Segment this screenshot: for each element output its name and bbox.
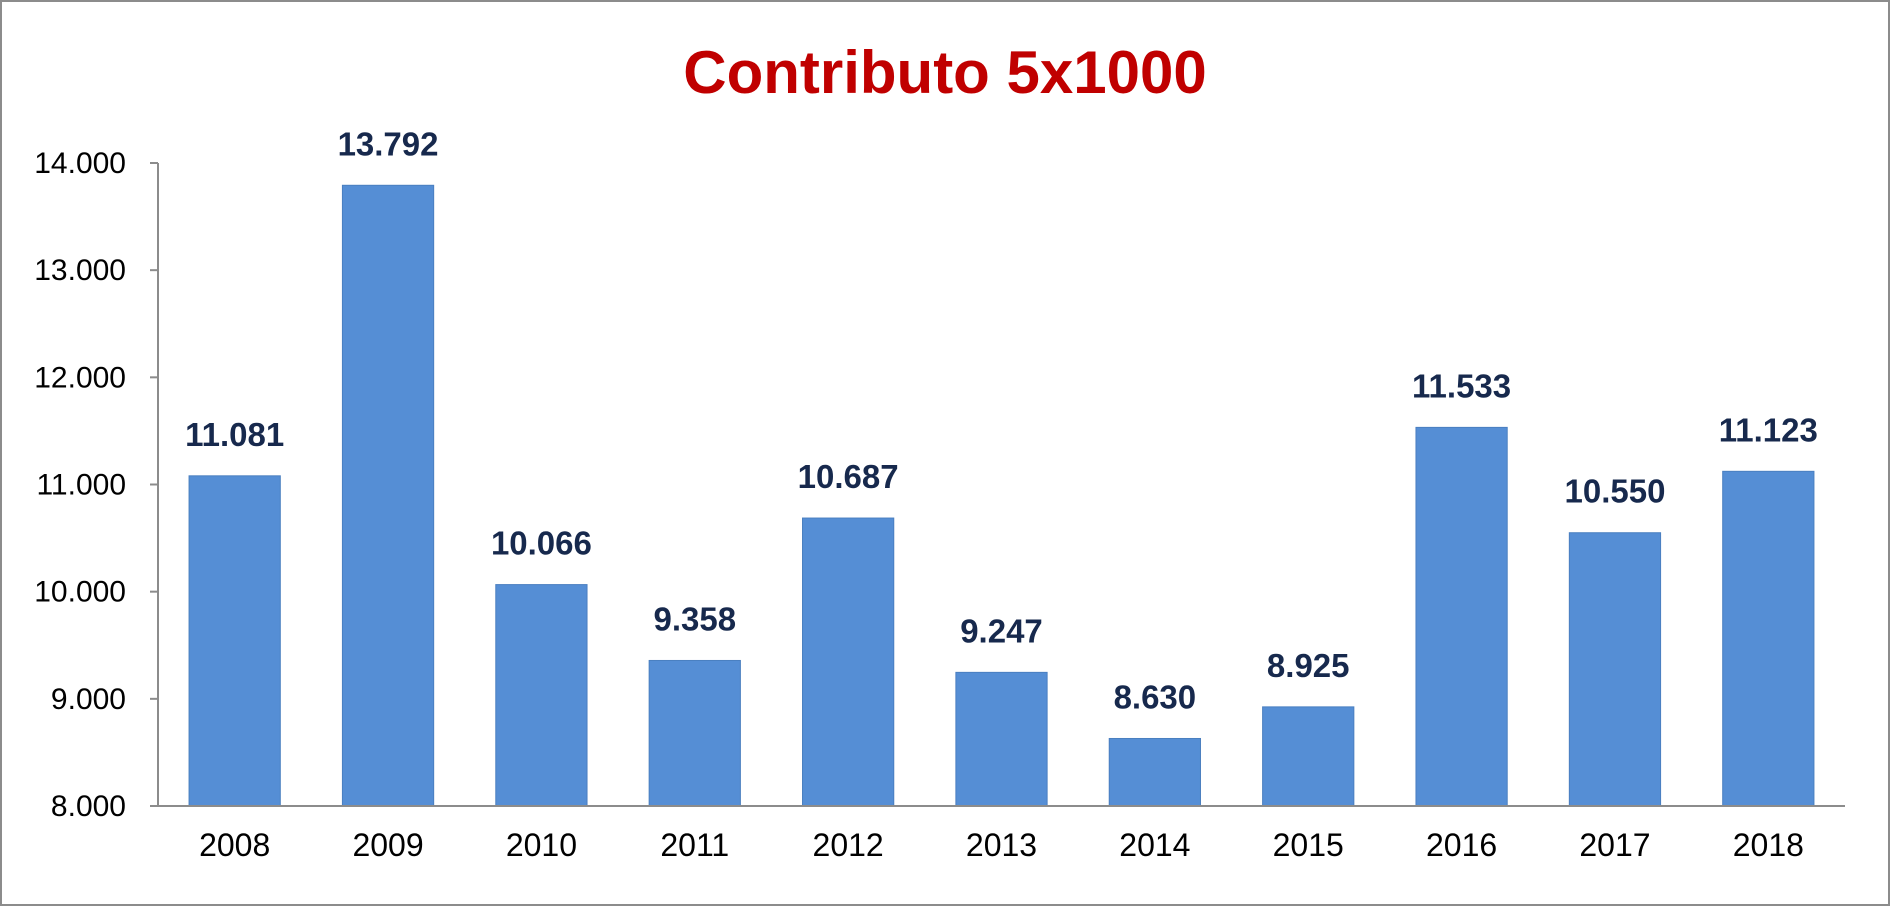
x-tick-label-2010: 2010	[506, 827, 577, 863]
y-tick-label: 14.000	[34, 147, 126, 180]
bar-2015	[1262, 706, 1355, 807]
x-tick-label-2017: 2017	[1579, 827, 1650, 863]
data-label-2018: 11.123	[1719, 411, 1818, 448]
y-tick-label: 8.000	[51, 790, 126, 823]
bar-2014	[1108, 737, 1201, 807]
data-label-2016: 11.533	[1412, 367, 1511, 404]
data-label-2014: 8.630	[1114, 678, 1197, 715]
bar-2016	[1415, 426, 1508, 807]
bar-2018	[1722, 470, 1815, 807]
data-labels: 11.081 13.792 10.066 9.358 10.687 9.247 8.630 8…	[185, 125, 1818, 715]
y-tick-label: 12.000	[34, 361, 126, 394]
x-tick-label-2008: 2008	[199, 827, 270, 863]
y-tick-label: 9.000	[51, 683, 126, 716]
x-axis: 2008 2009 2010 2011 2012 2013 2014 2015 2016 2017…	[158, 805, 1845, 863]
data-label-2011: 9.358	[653, 600, 736, 637]
data-label-2015: 8.925	[1267, 647, 1350, 684]
x-tick-label-2014: 2014	[1119, 827, 1190, 863]
x-tick-label-2018: 2018	[1733, 827, 1804, 863]
data-label-2012: 10.687	[798, 458, 899, 495]
bar-2010	[495, 584, 588, 807]
bar-2017	[1568, 532, 1662, 807]
x-tick-label-2013: 2013	[966, 827, 1037, 863]
data-label-2013: 9.247	[960, 612, 1043, 649]
data-label-2017: 10.550	[1564, 473, 1665, 510]
x-tick-label-2009: 2009	[352, 827, 423, 863]
x-tick-label-2011: 2011	[660, 827, 729, 863]
bar-2008	[188, 475, 281, 807]
data-label-2010: 10.066	[491, 525, 592, 562]
y-axis: 8.000 9.000 10.000 11.000 12.000 13.000 14.000	[34, 147, 159, 823]
data-label-2009: 13.792	[338, 125, 439, 162]
y-tick-label: 13.000	[34, 254, 126, 287]
y-tick-label: 10.000	[34, 576, 126, 609]
x-tick-label-2015: 2015	[1273, 827, 1344, 863]
bars	[188, 184, 1815, 807]
bar-2011	[648, 659, 741, 807]
bar-2009	[341, 184, 435, 807]
data-label-2008: 11.081	[185, 416, 284, 453]
bar-2013	[955, 671, 1048, 807]
x-tick-label-2012: 2012	[813, 827, 884, 863]
chart-title: Contributo 5x1000	[683, 39, 1206, 106]
bar-2012	[802, 517, 895, 807]
y-tick-label: 11.000	[36, 469, 126, 502]
x-tick-label-2016: 2016	[1426, 827, 1497, 863]
